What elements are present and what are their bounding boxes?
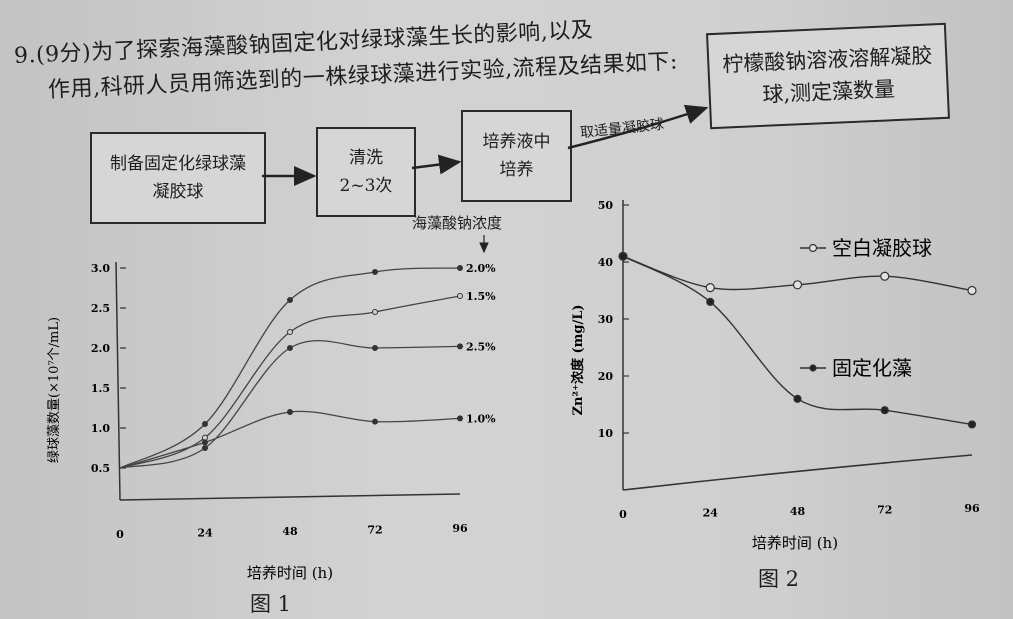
- fig1-series-label: 1.0%: [466, 412, 496, 425]
- fig2-data-point: [967, 420, 977, 429]
- fig1-data-point: [202, 434, 208, 441]
- flow-step-culture: 培养液中培养: [461, 110, 572, 202]
- fig1-data-point: [287, 409, 293, 415]
- fig2-x-tick-label: 24: [703, 507, 719, 520]
- figure-1-caption: 图 1: [250, 592, 292, 616]
- fig1-x-tick-label: 96: [452, 522, 468, 535]
- fig1-series-line: [119, 340, 461, 469]
- fig1-data-point: [372, 269, 378, 275]
- fig2-x-tick-label: 48: [790, 505, 806, 518]
- fig2-legend-label: 空白凝胶球: [832, 236, 932, 260]
- fig1-y-axis-label: 绿球藻数量(×10⁷个/mL): [47, 317, 62, 463]
- fig1-data-point: [457, 343, 463, 350]
- fig2-x-tick-label: 96: [964, 502, 980, 515]
- figure-2-caption: 图 2: [758, 567, 800, 591]
- fig2-y-tick-label: 30: [598, 313, 614, 326]
- fig1-x-tick-label: 72: [367, 524, 382, 537]
- fig1-y-tick-label: 2.0: [91, 342, 110, 355]
- fig2-y-tick-label: 20: [598, 370, 614, 383]
- fig1-x-axis-label: 培养时间 (h): [247, 564, 333, 582]
- fig2-legend-label: 固定化藻: [832, 356, 912, 380]
- fig2-data-point: [880, 271, 890, 281]
- fig1-series-label: 2.5%: [466, 340, 496, 353]
- fig1-y-axis: [115, 261, 121, 501]
- fig2-data-point: [618, 252, 628, 261]
- fig1-y-tick-label: 3.0: [91, 262, 110, 275]
- fig1-x-axis: [119, 493, 461, 501]
- fig1-y-tick-label: 0.5: [91, 462, 110, 475]
- fig1-series-line: [119, 410, 461, 469]
- fig1-series-label: 2.0%: [466, 262, 496, 275]
- fig1-y-tick-label: 1.5: [91, 382, 110, 395]
- fig1-data-point: [372, 345, 378, 351]
- fig1-data-point: [457, 293, 463, 299]
- fig1-data-point: [287, 297, 293, 303]
- flow-step-2-text: 清洗2~3次: [339, 148, 393, 196]
- fig2-y-tick-label: 10: [598, 427, 614, 440]
- fig1-data-point: [372, 309, 378, 315]
- fig1-x-tick-label: 0: [116, 528, 124, 541]
- fig1-x-tick-label: 48: [282, 525, 298, 538]
- fig2-x-axis-label: 培养时间 (h): [752, 534, 838, 552]
- fig2-data-point: [706, 297, 715, 306]
- fig2-y-tick-label: 50: [598, 199, 614, 212]
- fig1-data-point: [287, 329, 293, 335]
- fig2-data-point: [705, 283, 715, 293]
- flow-step-wash: 清洗2~3次: [316, 127, 416, 217]
- fig2-data-point: [793, 394, 802, 403]
- fig2-x-tick-label: 0: [619, 508, 627, 521]
- fig2-y-tick-label: 40: [598, 256, 614, 269]
- fig1-data-point: [457, 415, 463, 422]
- fig2-data-point: [792, 280, 803, 290]
- fig1-data-point: [457, 265, 463, 271]
- flow-step-3-text: 培养液中培养: [482, 132, 551, 180]
- flow-step-prepare-gel-beads: 制备固定化绿球藻凝胶球: [90, 132, 266, 224]
- fig1-series-line: [119, 267, 461, 469]
- fig1-x-tick-label: 24: [197, 527, 213, 540]
- fig1-series-line: [119, 295, 461, 469]
- fig1-y-tick-label: 1.0: [91, 422, 110, 435]
- fig1-series-label: 1.5%: [466, 290, 496, 303]
- fig1-data-point: [202, 439, 208, 446]
- fig2-x-tick-label: 72: [877, 504, 892, 517]
- fig2-legend-marker: [808, 243, 818, 253]
- fig1-data-point: [202, 445, 208, 451]
- fig1-data-point: [202, 421, 208, 427]
- fig2-y-axis-label: Zn²⁺浓度 (mg/L): [570, 304, 586, 415]
- flow-arrow-3: [567, 104, 709, 150]
- concentration-label: 海藻酸钠浓度: [412, 214, 503, 232]
- fig2-data-point: [967, 285, 977, 296]
- fig2-data-point: [880, 406, 889, 415]
- fig1-y-tick-label: 2.5: [91, 302, 110, 315]
- fig1-data-point: [287, 345, 293, 351]
- fig1-data-point: [372, 418, 378, 425]
- flow-step-1-text: 制备固定化绿球藻凝胶球: [110, 154, 246, 202]
- flow-arrow-2: [411, 154, 462, 175]
- fig2-legend-marker: [809, 364, 817, 372]
- fig2-x-axis: [622, 454, 973, 491]
